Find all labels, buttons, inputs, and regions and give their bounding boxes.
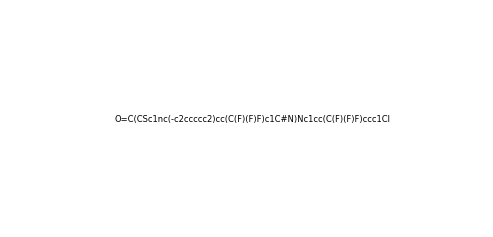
- Text: O=C(CSc1nc(-c2ccccc2)cc(C(F)(F)F)c1C#N)Nc1cc(C(F)(F)F)ccc1Cl: O=C(CSc1nc(-c2ccccc2)cc(C(F)(F)F)c1C#N)N…: [115, 115, 390, 124]
